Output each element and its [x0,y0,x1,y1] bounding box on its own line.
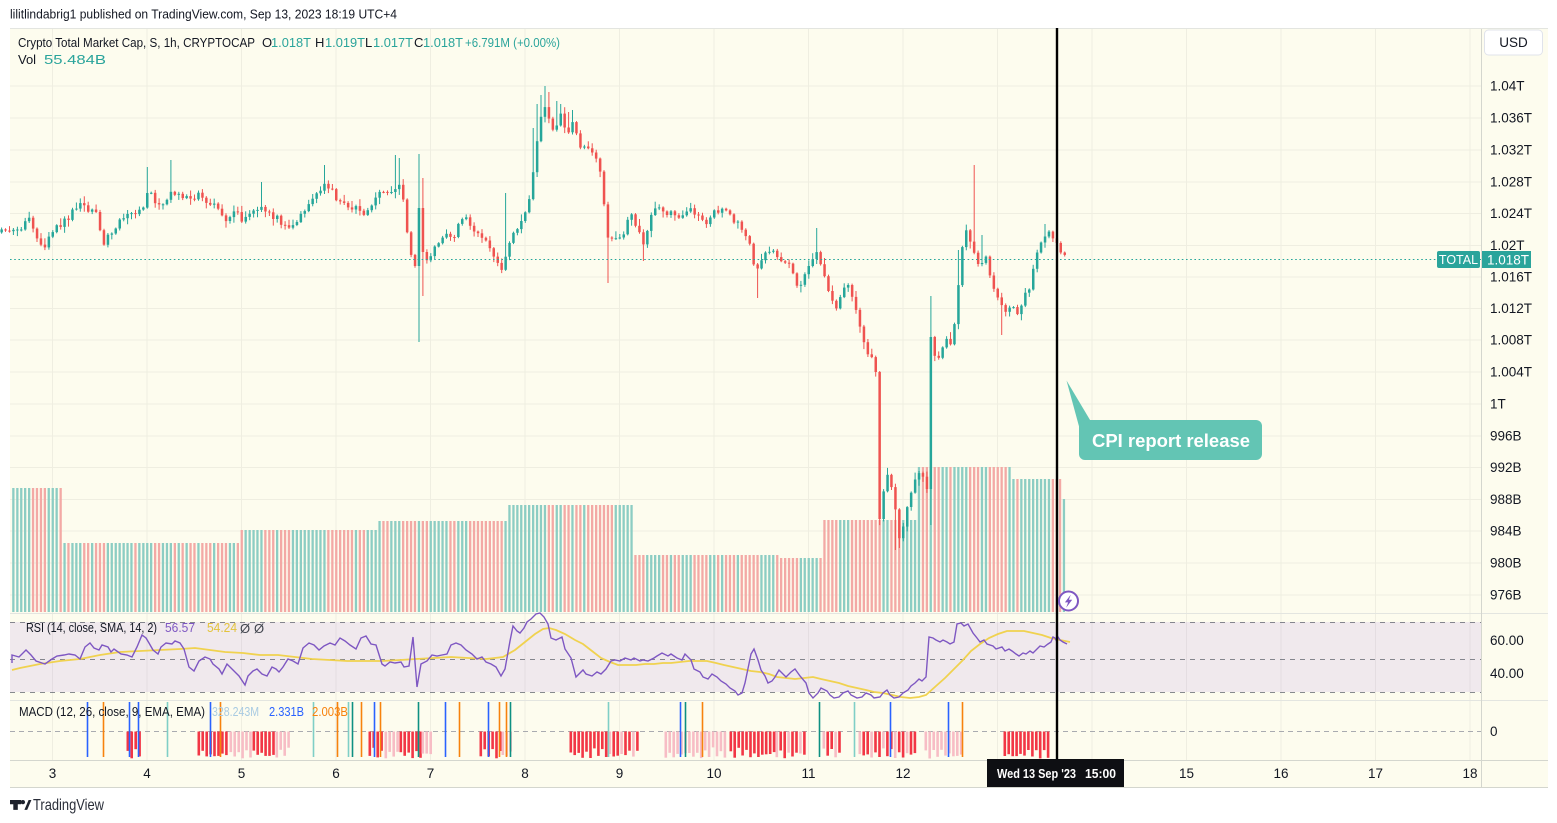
svg-text:TradingView: TradingView [33,797,104,814]
svg-text:0: 0 [1490,724,1498,739]
svg-text:3: 3 [49,766,57,781]
svg-text:7: 7 [427,766,435,781]
svg-text:17: 17 [1368,766,1383,781]
svg-text:980B: 980B [1490,556,1522,571]
svg-text:1.036T: 1.036T [1490,111,1532,126]
svg-text:1.032T: 1.032T [1490,143,1532,158]
svg-text:8: 8 [521,766,529,781]
svg-text:2.003B: 2.003B [312,704,348,719]
svg-text:RSI (14, close, SMA, 14, 2): RSI (14, close, SMA, 14, 2) [26,620,157,635]
svg-text:H: H [315,35,324,50]
svg-text:Crypto Total Market Cap, S, 1h: Crypto Total Market Cap, S, 1h, CRYPTOCA… [18,35,255,50]
svg-text:1.028T: 1.028T [1490,175,1532,190]
svg-text:1.018T: 1.018T [1487,253,1529,268]
svg-text:60.00: 60.00 [1490,633,1524,648]
svg-text:L: L [365,35,372,50]
svg-text:1T: 1T [1490,397,1506,412]
svg-text:Vol: Vol [18,52,36,67]
svg-text:15:00: 15:00 [1085,766,1116,781]
svg-text:16: 16 [1273,766,1288,781]
svg-text:Ø: Ø [254,621,264,636]
svg-text:1.024T: 1.024T [1490,206,1532,221]
svg-text:976B: 976B [1490,588,1522,603]
svg-text:4: 4 [143,766,151,781]
svg-text:+6.791M (+0.00%): +6.791M (+0.00%) [465,35,560,50]
svg-text:CPI report release: CPI report release [1092,431,1250,451]
svg-text:Wed 13 Sep '23: Wed 13 Sep '23 [997,766,1076,781]
svg-text:988B: 988B [1490,492,1522,507]
svg-text:TOTAL: TOTAL [1439,253,1478,267]
svg-text:55.484B: 55.484B [44,52,106,67]
svg-text:996B: 996B [1490,429,1522,444]
svg-text:11: 11 [801,766,815,781]
svg-text:984B: 984B [1490,524,1522,539]
svg-text:1.04T: 1.04T [1490,79,1525,94]
svg-text:Ø: Ø [240,621,250,636]
svg-text:15: 15 [1179,766,1194,781]
svg-text:C: C [414,35,423,50]
svg-text:10: 10 [706,766,721,781]
svg-text:lilitlindabrig1 published on T: lilitlindabrig1 published on TradingView… [10,7,397,22]
svg-text:1.018T: 1.018T [423,35,463,50]
svg-text:1.02T: 1.02T [1490,238,1525,253]
svg-text:O: O [262,35,272,50]
svg-text:56.57: 56.57 [165,620,195,635]
svg-text:2.331B: 2.331B [269,704,304,719]
svg-text:6: 6 [332,766,340,781]
svg-text:54.24: 54.24 [207,620,237,635]
svg-text:USD: USD [1499,35,1528,50]
svg-text:1.019T: 1.019T [325,35,365,50]
svg-text:40.00: 40.00 [1490,666,1524,681]
svg-text:992B: 992B [1490,460,1522,475]
svg-text:1.008T: 1.008T [1490,333,1532,348]
svg-text:328.243M: 328.243M [212,704,259,719]
svg-text:18: 18 [1462,766,1477,781]
svg-text:1.012T: 1.012T [1490,301,1532,316]
svg-text:5: 5 [238,766,246,781]
svg-text:12: 12 [895,766,910,781]
svg-text:1.004T: 1.004T [1490,365,1532,380]
svg-text:9: 9 [616,766,624,781]
svg-text:1.018T: 1.018T [271,35,311,50]
svg-text:MACD (12, 26, close, 9, EMA, E: MACD (12, 26, close, 9, EMA, EMA) [19,704,205,719]
svg-text:1.017T: 1.017T [373,35,413,50]
svg-text:1.016T: 1.016T [1490,270,1532,285]
